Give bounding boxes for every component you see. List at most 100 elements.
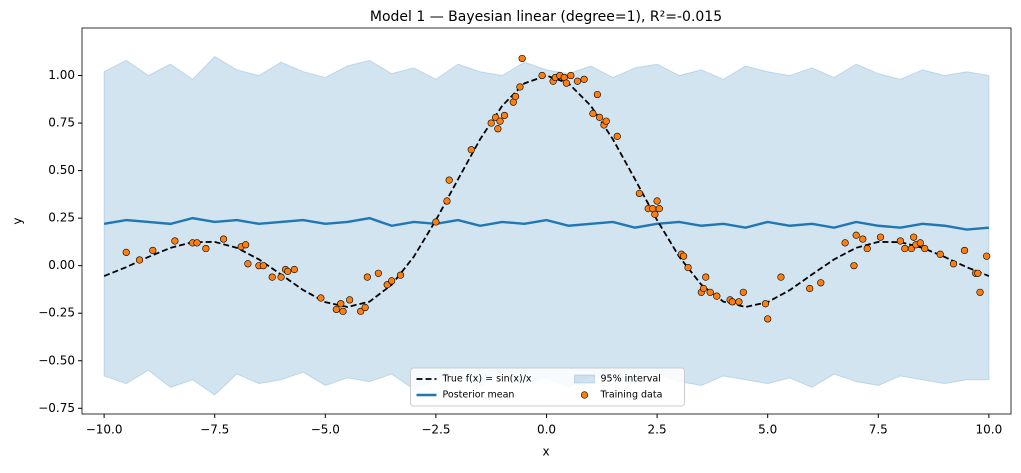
legend-label: Training data (600, 390, 663, 401)
training-point (651, 210, 659, 218)
training-point (949, 260, 958, 268)
training-point (653, 197, 661, 205)
training-point (817, 279, 825, 287)
training-point (936, 250, 944, 258)
y-axis-label: y (11, 217, 25, 224)
x-tick-label: 10.0 (976, 423, 1003, 437)
training-point (921, 244, 929, 253)
training-point (361, 303, 369, 312)
training-point (500, 111, 509, 120)
posterior-mean-line (103, 216, 989, 231)
training-point (277, 273, 285, 281)
y-tick-label: 1.00 (48, 68, 75, 82)
training-point (841, 239, 849, 247)
confidence-band (103, 55, 990, 396)
training-point (916, 239, 924, 247)
training-point (494, 125, 502, 133)
training-point (562, 79, 571, 87)
x-tick-label: −7.5 (200, 423, 229, 437)
training-point (602, 117, 610, 125)
training-point (443, 197, 451, 205)
training-point (193, 239, 201, 247)
training-point (901, 244, 909, 253)
training-point (219, 235, 228, 243)
training-point (445, 176, 453, 184)
x-tick-label: 5.0 (758, 423, 777, 437)
training-point (806, 284, 814, 293)
training-point (863, 244, 871, 253)
training-point (702, 273, 710, 281)
training-point (202, 244, 210, 253)
y-tick-label: 0.50 (48, 163, 75, 177)
x-tick-label: 7.5 (869, 423, 888, 437)
training-point (777, 273, 785, 281)
training-point (735, 298, 743, 306)
training-point (122, 248, 130, 256)
chart-title: Model 1 — Bayesian linear (degree=1), R²… (370, 9, 722, 25)
x-axis-label: x (542, 445, 549, 459)
training-point (573, 77, 582, 85)
training-point (259, 262, 267, 270)
training-point (363, 273, 371, 281)
training-point (396, 271, 405, 279)
training-point (876, 233, 885, 241)
training-point (655, 205, 663, 213)
training-point (346, 296, 354, 304)
training-point (538, 71, 546, 80)
training-point (171, 237, 179, 245)
training-point (518, 54, 526, 63)
x-tick-label: −10.0 (86, 423, 123, 437)
training-point (761, 300, 770, 308)
training-point (976, 288, 984, 296)
training-point (684, 263, 692, 272)
training-point (511, 92, 520, 101)
training-point (268, 273, 276, 281)
legend-swatch (574, 374, 595, 384)
x-tick-label: 2.5 (648, 423, 667, 437)
training-point (284, 267, 292, 275)
training-point (910, 233, 918, 241)
training-point (242, 241, 250, 249)
training-point (580, 75, 588, 83)
training-point (487, 119, 495, 127)
training-point (595, 113, 604, 121)
training-point (337, 300, 345, 308)
training-point (135, 256, 144, 264)
y-tick-label: 0.00 (48, 258, 75, 272)
training-point (680, 252, 688, 260)
training-point (699, 284, 708, 293)
training-point (374, 269, 382, 277)
y-tick-label: −0.25 (38, 306, 75, 320)
training-point (728, 298, 736, 306)
training-point (332, 305, 340, 314)
training-point (850, 262, 858, 270)
training-point (388, 277, 396, 285)
training-point (960, 246, 969, 255)
legend-swatch (580, 391, 589, 399)
training-point (635, 189, 644, 198)
training-point (317, 294, 325, 302)
training-point (244, 260, 252, 268)
y-tick-label: −0.75 (38, 401, 75, 415)
legend-box (410, 367, 685, 407)
training-point (859, 235, 867, 243)
legend-label: 95% interval (601, 374, 661, 385)
legend-label: Posterior mean (443, 390, 515, 401)
training-point (706, 288, 714, 296)
training-point (589, 109, 597, 118)
training-point (713, 292, 721, 300)
training-point (567, 71, 575, 80)
training-point (974, 269, 982, 277)
training-point (613, 132, 621, 140)
training-point (852, 231, 860, 239)
training-point (432, 218, 440, 226)
x-tick-label: −5.0 (311, 423, 340, 437)
training-point (593, 90, 601, 99)
training-point (496, 117, 504, 125)
training-point (467, 146, 475, 154)
y-tick-label: −0.50 (38, 353, 75, 367)
legend-label: True f(x) = sin(x)/x (442, 374, 532, 385)
y-tick-label: 0.75 (48, 116, 75, 130)
training-point (983, 252, 991, 260)
